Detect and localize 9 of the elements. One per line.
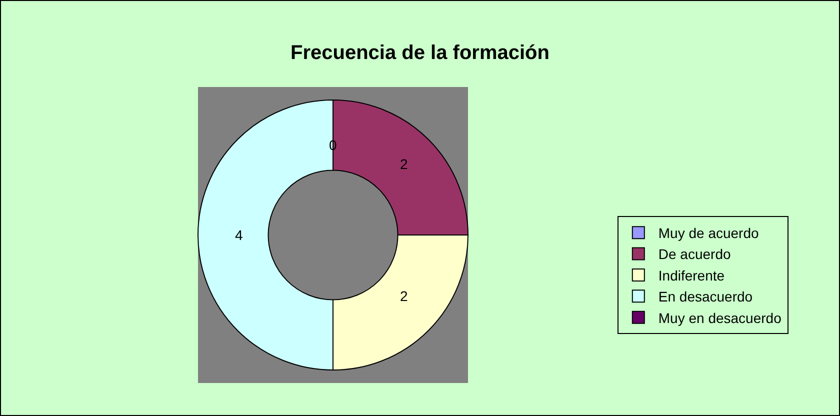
legend-label: Indiferente [658,267,725,284]
legend-label: Muy en desacuerdo [658,310,782,326]
data-label: 2 [400,156,408,172]
legend-label: De acuerdo [658,246,731,262]
legend-label: En desacuerdo [658,288,753,305]
legend-label: Muy de acuerdo [658,225,760,242]
data-label: 2 [400,288,408,304]
data-label: 4 [235,227,243,243]
chart-title: Frecuencia de la formación [290,42,550,64]
